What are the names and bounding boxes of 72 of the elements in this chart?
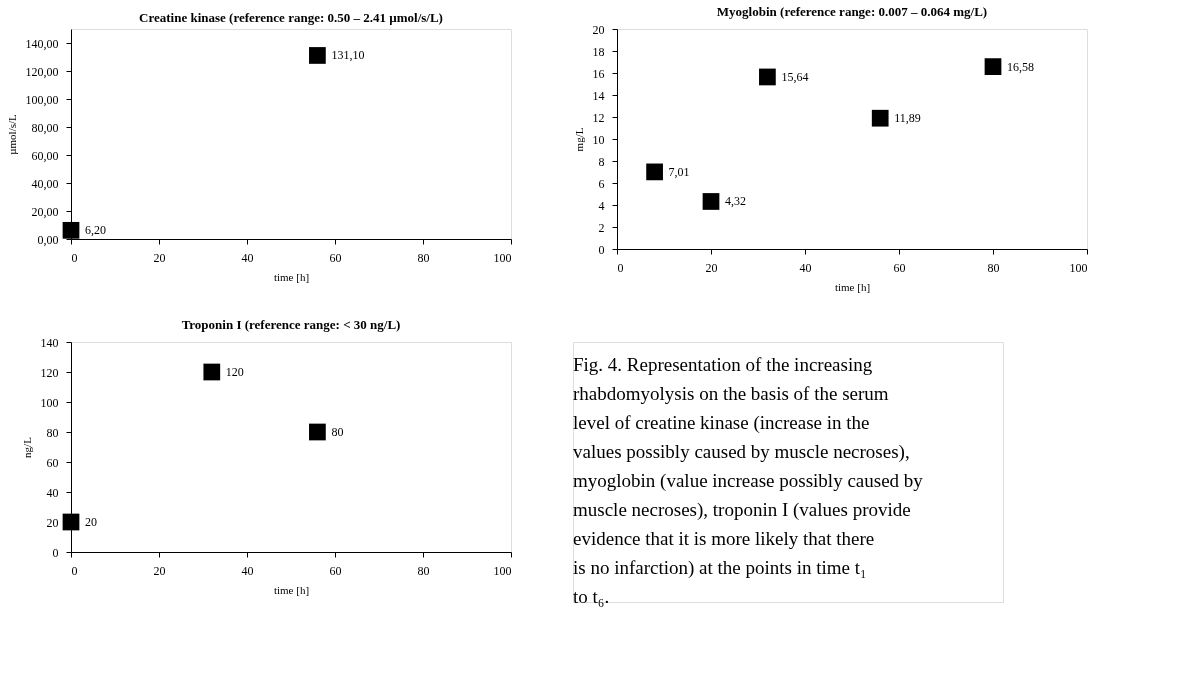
x-tick-label: 40 [241,250,254,265]
y-tick-label: 120,00 [25,64,59,79]
x-tick-label: 60 [329,563,342,578]
y-axis-title: ng/L [20,436,33,458]
x-tick-label: 60 [893,260,906,275]
y-tick-label: 8 [598,154,605,169]
y-tick-label: 40,00 [31,176,59,191]
y-tick-label: 40 [46,485,59,500]
y-tick-label: 100 [40,395,59,410]
y-tick-label: 100,00 [25,92,59,107]
chart-title: Creatine kinase (reference range: 0.50 – 2.41 µmol/s/L) [139,10,443,25]
data-label: 120 [225,365,244,379]
y-tick-label: 0,00 [37,232,59,247]
x-tick-label: 80 [987,260,1000,275]
y-axis-title: mg/L [572,127,585,152]
y-tick-label: 80,00 [31,120,59,135]
y-tick-label: 20 [46,515,59,530]
y-tick-label: 2 [598,220,605,235]
x-tick-label: 100 [1069,260,1088,275]
x-tick-label: 100 [493,250,512,265]
data-label: 6,20 [85,223,106,238]
point [702,193,720,210]
y-tick-label: 60 [46,455,59,470]
data-label: 16,58 [1007,59,1034,74]
data-label: 4,32 [725,194,746,209]
y-tick-label: 120 [40,365,59,380]
x-tick-label: 80 [417,563,430,578]
y-tick-label: 14 [592,88,605,103]
x-tick-label: 0 [71,563,78,578]
point [62,513,80,531]
y-tick-label: 16 [592,66,605,81]
point [646,163,663,181]
y-tick-label: 0 [52,545,59,560]
y-tick-label: 20 [592,22,605,37]
x-tick-label: 20 [705,260,718,275]
x-tick-label: 20 [153,563,166,578]
y-axis-title: µmol/s/L [5,113,18,155]
data-label: 15,64 [781,69,809,84]
x-tick-label: 20 [153,250,166,265]
point [984,58,1002,75]
point [871,109,889,127]
data-label: 131,10 [331,48,365,63]
data-label: 7,01 [668,164,690,179]
chart-title: Myoglobin (reference range: 0.007 – 0.064 mg/L) [716,4,988,19]
y-tick-label: 80 [46,425,59,440]
y-tick-label: 18 [592,44,605,59]
x-axis-title: time [h] [273,583,310,596]
point [309,423,326,441]
data-label: 11,89 [894,111,921,126]
x-tick-label: 40 [241,563,254,578]
x-tick-label: 0 [71,250,78,265]
x-axis-title: time [h] [834,280,871,293]
x-tick-label: 100 [493,563,512,578]
x-tick-label: 40 [799,260,812,275]
x-axis-title: time [h] [273,270,310,283]
text: Fig. 4. Representation of the increasing rhabdomyolysis on the basis of the serum level of creatine kinase (increase in the values possibly caused by muscle necroses), myoglobin (value increase possibly caused by muscle necroses), troponin I (values provide evidence that it is more likely that there is no infarction) at the points in time t₁ to t₆. [573,354,923,607]
y-tick-label: 20,00 [31,204,59,219]
chart-title: Troponin I (reference range: < 30 ng/L) [181,317,401,332]
y-tick-label: 12 [592,110,605,125]
x-tick-label: 0 [617,260,624,275]
x-tick-label: 60 [329,250,342,265]
point [203,363,221,381]
y-tick-label: 4 [598,198,605,213]
y-tick-label: 140 [40,335,59,350]
y-tick-label: 140,00 [25,36,59,51]
y-tick-label: 10 [592,132,605,147]
y-tick-label: 6 [598,176,605,191]
point [759,68,776,86]
data-label: 20 [85,515,97,529]
y-tick-label: 60,00 [31,148,59,163]
x-tick-label: 80 [417,250,430,265]
data-label: 80 [331,425,344,439]
